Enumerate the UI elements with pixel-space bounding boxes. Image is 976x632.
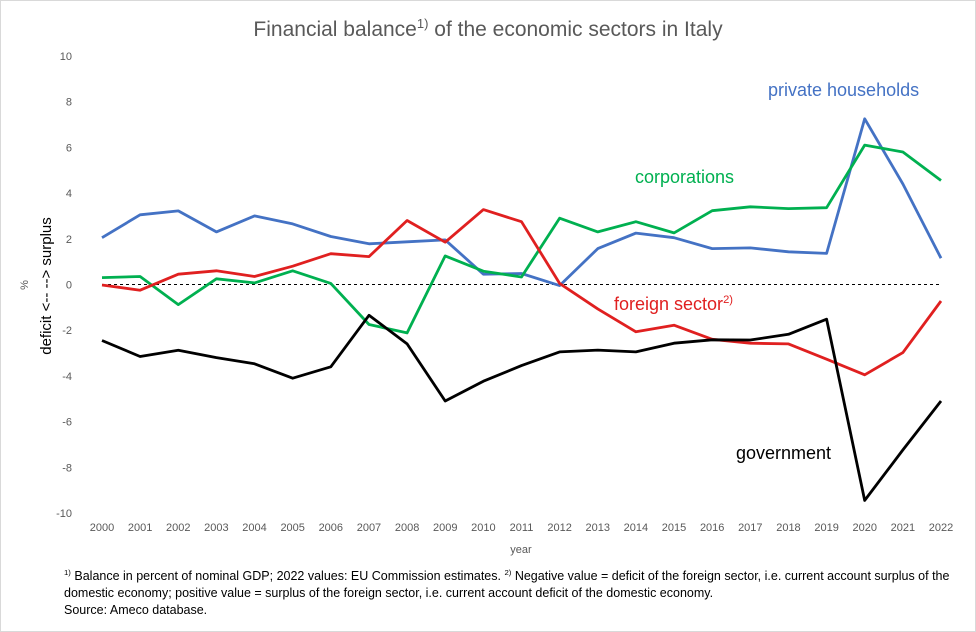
x-tick-label: 2009 xyxy=(433,522,457,534)
x-tick-label: 2021 xyxy=(891,522,915,534)
x-tick-label: 2006 xyxy=(319,522,343,534)
x-tick-label: 2002 xyxy=(166,522,190,534)
y-axis-ticks: 10 8 6 4 2 0 -2 -4 -6 -8 -10 xyxy=(56,51,72,520)
x-tick-label: 2004 xyxy=(242,522,266,534)
x-tick-label: 2012 xyxy=(547,522,571,534)
x-tick-label: 2022 xyxy=(929,522,953,534)
footnote: 1) Balance in percent of nominal GDP; 20… xyxy=(64,568,950,618)
label-government: government xyxy=(736,443,832,463)
y-tick-label: 4 xyxy=(66,188,72,200)
y-tick-label: 0 xyxy=(66,280,72,292)
label-foreign-sector: foreign sector2) xyxy=(614,294,733,314)
x-tick-label: 2018 xyxy=(776,522,800,534)
y-tick-label: 6 xyxy=(66,142,72,154)
x-tick-label: 2020 xyxy=(852,522,876,534)
x-tick-label: 2001 xyxy=(128,522,152,534)
label-corporations: corporations xyxy=(635,167,735,187)
x-tick-label: 2015 xyxy=(662,522,686,534)
x-tick-label: 2016 xyxy=(700,522,724,534)
y-tick-label: -6 xyxy=(62,417,72,429)
y-tick-label: -10 xyxy=(56,508,72,520)
line-foreign-sector xyxy=(101,208,943,377)
y-tick-label: 8 xyxy=(66,97,72,109)
y-tick-label: -2 xyxy=(62,325,72,337)
source-note: Source: Ameco database. xyxy=(64,603,208,618)
x-axis-ticks: 2000 2001 2002 2003 2004 2005 2006 2007 2008 2009… xyxy=(90,522,953,534)
y-tick-label: -8 xyxy=(62,462,72,474)
chart-title: Financial balance1) of the economic sect… xyxy=(253,16,723,41)
x-tick-label: 2007 xyxy=(357,522,381,534)
series-lines xyxy=(101,117,943,502)
x-tick-label: 2013 xyxy=(586,522,610,534)
x-tick-label: 2005 xyxy=(280,522,304,534)
label-private-households: private households xyxy=(768,80,920,100)
x-tick-label: 2017 xyxy=(738,522,762,534)
x-tick-label: 2014 xyxy=(624,522,648,534)
y-tick-label: 2 xyxy=(66,234,72,246)
line-private-households xyxy=(101,117,943,288)
x-tick-label: 2008 xyxy=(395,522,419,534)
x-tick-label: 2011 xyxy=(510,522,534,534)
line-government xyxy=(101,313,943,502)
line-corporations xyxy=(101,143,942,335)
y-axis-label: deficit <-- --> surplus xyxy=(38,217,55,355)
y-tick-label: -4 xyxy=(62,371,72,383)
y-tick-label: 10 xyxy=(60,51,72,63)
x-tick-label: 2010 xyxy=(471,522,495,534)
x-tick-label: 2000 xyxy=(90,522,114,534)
x-tick-label: 2019 xyxy=(814,522,838,534)
x-tick-label: 2003 xyxy=(204,522,228,534)
x-axis-label: year xyxy=(510,544,532,556)
y-axis-unit: % xyxy=(19,280,31,290)
